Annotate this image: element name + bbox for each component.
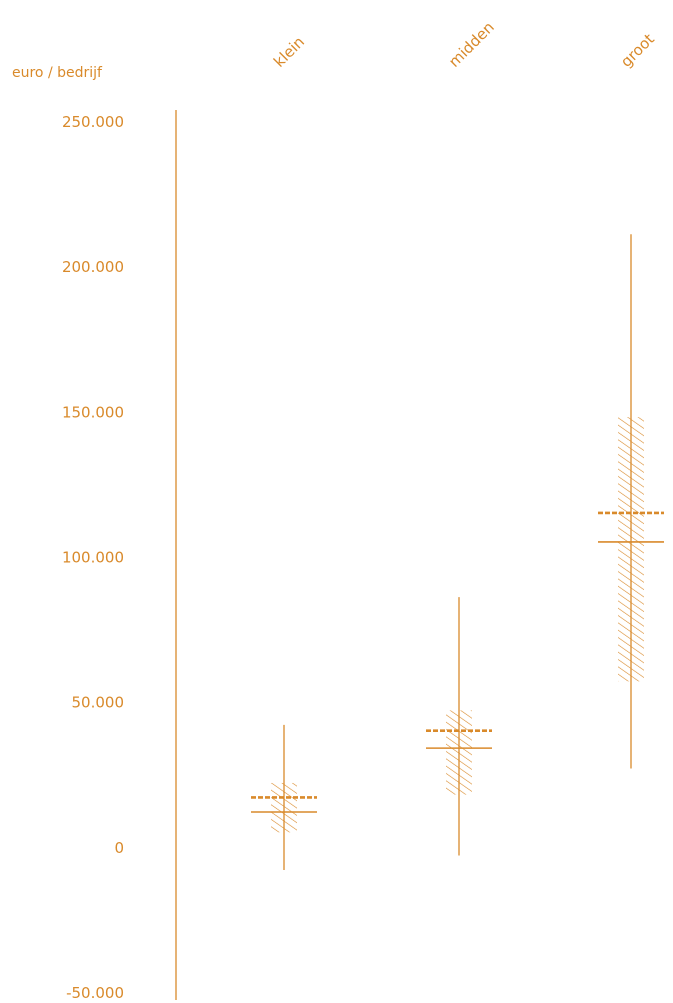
range-group-midden [426,597,492,856]
y-tick-label: 250.000 [62,113,124,131]
category-label-groot: groot [617,30,658,71]
range-group-klein [251,724,317,871]
range-marks [251,234,664,871]
y-axis-unit-label: euro / bedrijf [12,65,103,81]
y-tick-label: 150.000 [62,403,124,421]
y-tick-label: 50.000 [72,694,125,712]
y-tick-label: 0 [114,839,124,857]
range-group-groot [598,234,664,769]
category-labels: klein midden groot [270,18,658,71]
category-label-midden: midden [445,18,498,71]
category-label-klein: klein [270,33,308,71]
y-tick-label: 200.000 [62,258,124,276]
y-tick-label: -50.000 [66,984,124,1002]
y-tick-label: 100.000 [62,549,124,567]
y-tick-labels: 250.000 200.000 150.000 100.000 50.000 0 -50.0… [62,113,124,1002]
